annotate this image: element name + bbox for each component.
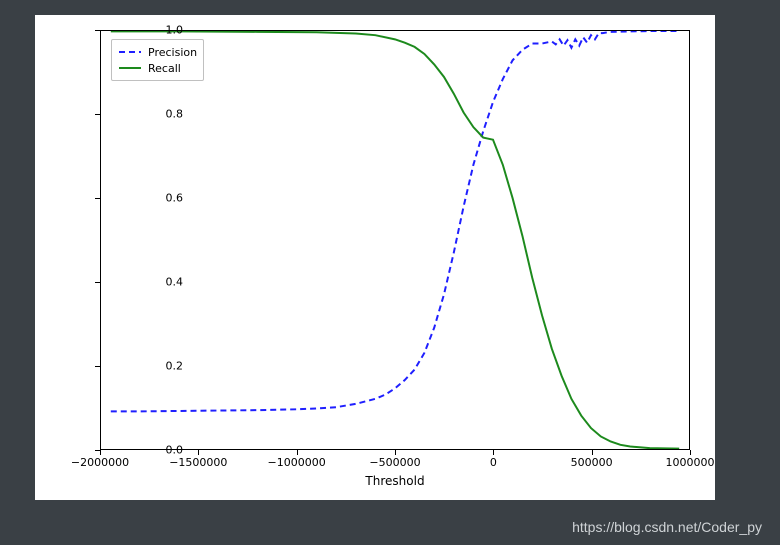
legend: Precision Recall <box>111 39 204 81</box>
plot-svg <box>101 31 689 449</box>
xtick-label: −500000 <box>369 456 420 469</box>
ytick-label: 1.0 <box>166 24 184 37</box>
ytick-label: 0.4 <box>166 276 184 289</box>
legend-swatch <box>118 46 142 58</box>
plot-area: Precision Recall <box>100 30 690 450</box>
xtick-mark <box>297 450 298 455</box>
watermark: https://blog.csdn.net/Coder_py <box>572 519 762 535</box>
xtick-label: −2000000 <box>71 456 129 469</box>
xtick-mark <box>690 450 691 455</box>
xtick-mark <box>493 450 494 455</box>
xtick-label: −1500000 <box>169 456 227 469</box>
ytick-label: 0.2 <box>166 360 184 373</box>
xtick-mark <box>592 450 593 455</box>
ytick-mark <box>95 282 100 283</box>
ytick-mark <box>95 30 100 31</box>
ytick-label: 0.0 <box>166 444 184 457</box>
xtick-mark <box>198 450 199 455</box>
legend-label: Precision <box>148 46 197 59</box>
ytick-mark <box>95 366 100 367</box>
xtick-mark <box>395 450 396 455</box>
xtick-label: 1000000 <box>666 456 715 469</box>
ytick-mark <box>95 198 100 199</box>
xtick-label: 0 <box>490 456 497 469</box>
legend-item: Recall <box>118 60 197 76</box>
series-recall <box>111 31 679 448</box>
ytick-mark <box>95 114 100 115</box>
chart-frame: Precision Recall −2000000 −1500000 −1000000… <box>35 15 715 500</box>
ytick-mark <box>95 450 100 451</box>
series-precision <box>111 31 679 411</box>
legend-item: Precision <box>118 44 197 60</box>
ytick-label: 0.6 <box>166 192 184 205</box>
xtick-label: 500000 <box>571 456 613 469</box>
xtick-mark <box>100 450 101 455</box>
legend-label: Recall <box>148 62 181 75</box>
x-axis-label: Threshold <box>365 474 424 488</box>
ytick-label: 0.8 <box>166 108 184 121</box>
legend-swatch <box>118 62 142 74</box>
xtick-label: −1000000 <box>268 456 326 469</box>
